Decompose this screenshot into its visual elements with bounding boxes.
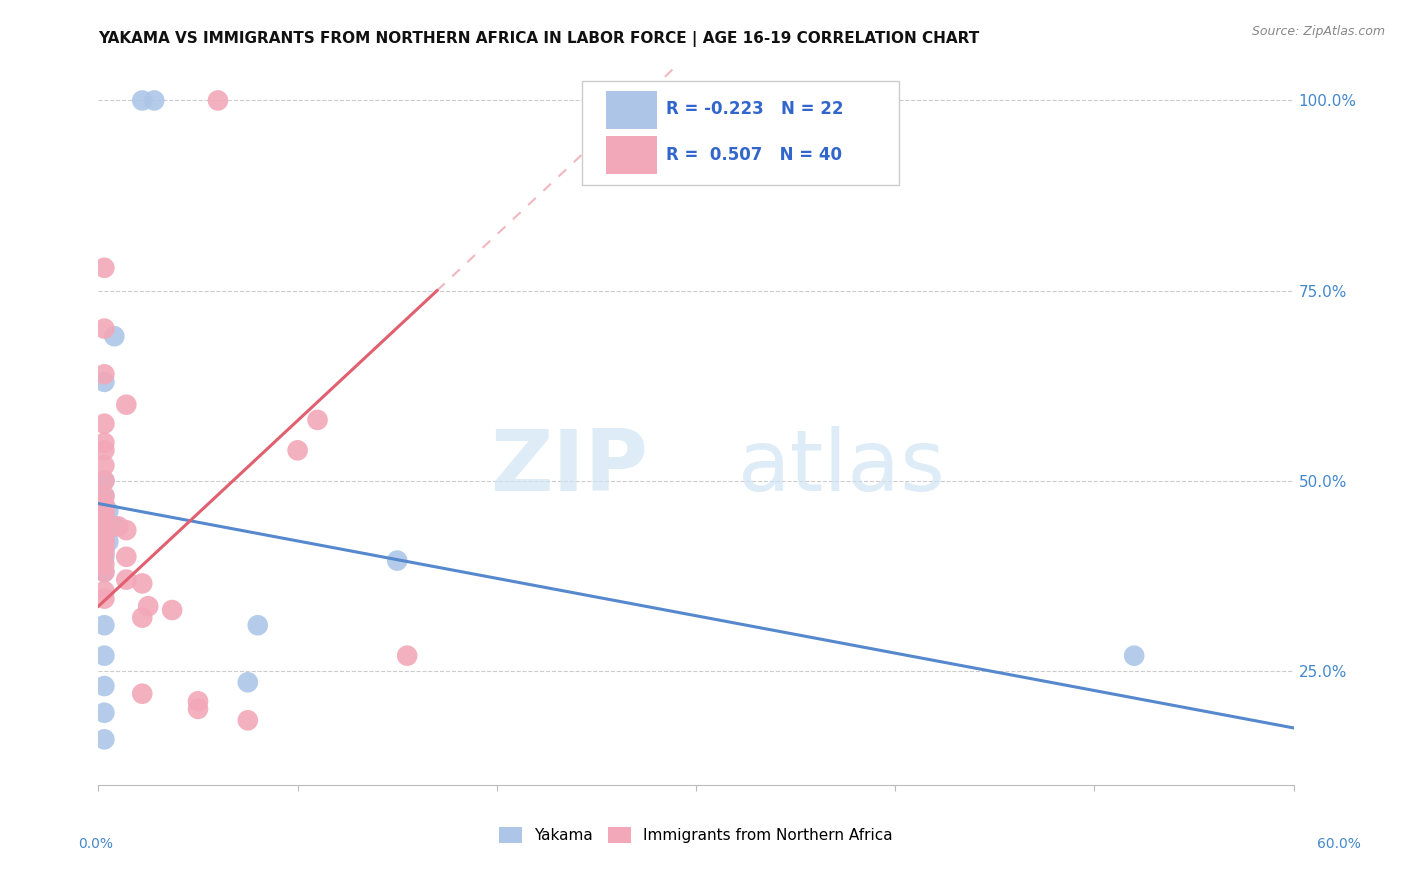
Point [93, 516, 115, 530]
Point [93, 458, 115, 473]
Point [93, 417, 115, 431]
Point [385, 553, 409, 567]
Point [396, 648, 419, 663]
Point [93, 474, 115, 488]
Point [93, 502, 115, 516]
Point [236, 714, 259, 728]
Legend: Yakama, Immigrants from Northern Africa: Yakama, Immigrants from Northern Africa [494, 822, 898, 849]
Point [93, 538, 115, 552]
Point [93, 508, 115, 522]
Point [93, 531, 115, 545]
Point [103, 329, 125, 343]
Point [93, 531, 115, 545]
Point [93, 527, 115, 541]
Point [93, 368, 115, 382]
Point [143, 94, 166, 108]
Point [187, 702, 209, 716]
Point [246, 618, 269, 632]
FancyBboxPatch shape [606, 91, 657, 129]
Point [103, 519, 125, 533]
FancyBboxPatch shape [606, 136, 657, 174]
Point [93, 591, 115, 606]
Point [131, 687, 153, 701]
Point [93, 546, 115, 560]
Point [93, 565, 115, 579]
Point [93, 618, 115, 632]
Point [93, 489, 115, 503]
Point [115, 573, 138, 587]
Point [93, 648, 115, 663]
Point [93, 558, 115, 572]
Point [93, 549, 115, 564]
Text: R =  0.507   N = 40: R = 0.507 N = 40 [666, 145, 842, 163]
Point [93, 443, 115, 458]
Point [93, 516, 115, 530]
Point [93, 538, 115, 552]
FancyBboxPatch shape [582, 80, 900, 186]
Text: Source: ZipAtlas.com: Source: ZipAtlas.com [1251, 25, 1385, 38]
Point [97, 534, 120, 549]
Point [93, 497, 115, 511]
Point [236, 675, 259, 690]
Text: R = -0.223   N = 22: R = -0.223 N = 22 [666, 101, 844, 119]
Text: 60.0%: 60.0% [1316, 837, 1361, 851]
Point [107, 519, 129, 533]
Point [93, 565, 115, 579]
Point [115, 398, 138, 412]
Point [93, 375, 115, 389]
Point [93, 260, 115, 275]
Point [131, 610, 153, 624]
Point [93, 679, 115, 693]
Point [115, 523, 138, 537]
Point [136, 599, 159, 614]
Point [131, 94, 153, 108]
Point [93, 527, 115, 541]
Point [93, 706, 115, 720]
Point [93, 534, 115, 549]
Point [131, 576, 153, 591]
Point [93, 321, 115, 335]
Point [207, 94, 229, 108]
Text: 0.0%: 0.0% [79, 837, 112, 851]
Point [93, 542, 115, 557]
Text: atlas: atlas [738, 425, 946, 508]
Point [307, 413, 329, 427]
Text: ZIP: ZIP [491, 425, 648, 508]
Text: YAKAMA VS IMMIGRANTS FROM NORTHERN AFRICA IN LABOR FORCE | AGE 16-19 CORRELATION: YAKAMA VS IMMIGRANTS FROM NORTHERN AFRIC… [98, 31, 980, 47]
Point [1123, 648, 1146, 663]
Point [93, 584, 115, 599]
Point [93, 489, 115, 503]
Point [115, 549, 138, 564]
Point [93, 435, 115, 450]
Point [93, 508, 115, 522]
Point [93, 732, 115, 747]
Point [93, 474, 115, 488]
Point [287, 443, 309, 458]
Point [97, 504, 120, 518]
Point [93, 523, 115, 537]
Point [187, 694, 209, 708]
Point [160, 603, 183, 617]
